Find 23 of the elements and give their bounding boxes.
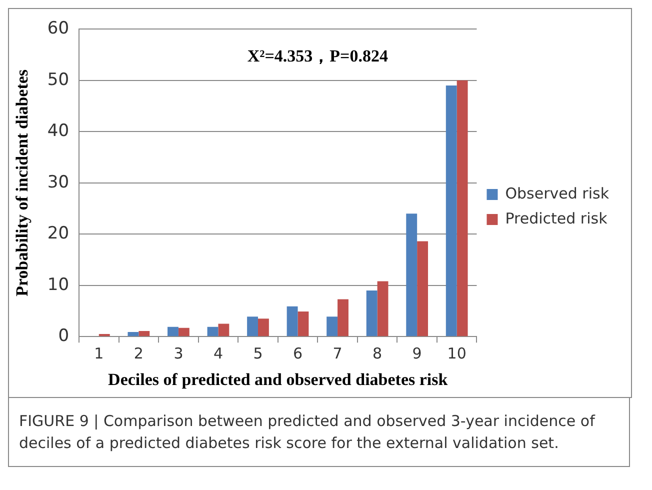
annotation: X²=4.353，P=0.824 bbox=[247, 46, 388, 66]
x-tick-label: 4 bbox=[213, 344, 223, 362]
x-tick-label: 10 bbox=[447, 344, 466, 362]
x-axis-title: Deciles of predicted and observed diabetes risk bbox=[108, 370, 448, 390]
y-tick-label: 50 bbox=[47, 70, 70, 90]
y-tick-label: 20 bbox=[47, 224, 70, 244]
y-tick-label: 30 bbox=[47, 172, 70, 192]
y-tick-label: 60 bbox=[47, 18, 70, 39]
x-tick-label: 9 bbox=[412, 344, 422, 362]
legend-label: Predicted risk bbox=[505, 209, 608, 228]
y-tick-label: 0 bbox=[58, 326, 70, 346]
legend-label: Observed risk bbox=[505, 184, 610, 202]
y-axis-title: Probability of incident diabetes bbox=[12, 69, 32, 296]
x-tick-label: 5 bbox=[253, 344, 263, 362]
y-tick-label: 10 bbox=[47, 274, 70, 295]
x-tick-label: 3 bbox=[174, 344, 184, 362]
caption: FIGURE 9 | Comparison between predicted and observed 3-year incidence of deciles of a predicted diabetes risk score for the external validation set. bbox=[19, 411, 596, 454]
x-tick-label: 8 bbox=[372, 344, 382, 362]
x-tick-label: 6 bbox=[292, 344, 303, 362]
y-tick-label: 40 bbox=[47, 121, 70, 142]
x-tick-label: 2 bbox=[134, 344, 144, 362]
x-tick-label: 7 bbox=[332, 344, 342, 362]
x-tick-label: 1 bbox=[94, 344, 104, 362]
